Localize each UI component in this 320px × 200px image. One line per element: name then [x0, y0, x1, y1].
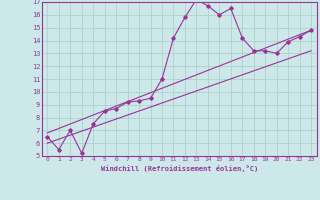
X-axis label: Windchill (Refroidissement éolien,°C): Windchill (Refroidissement éolien,°C): [100, 165, 258, 172]
